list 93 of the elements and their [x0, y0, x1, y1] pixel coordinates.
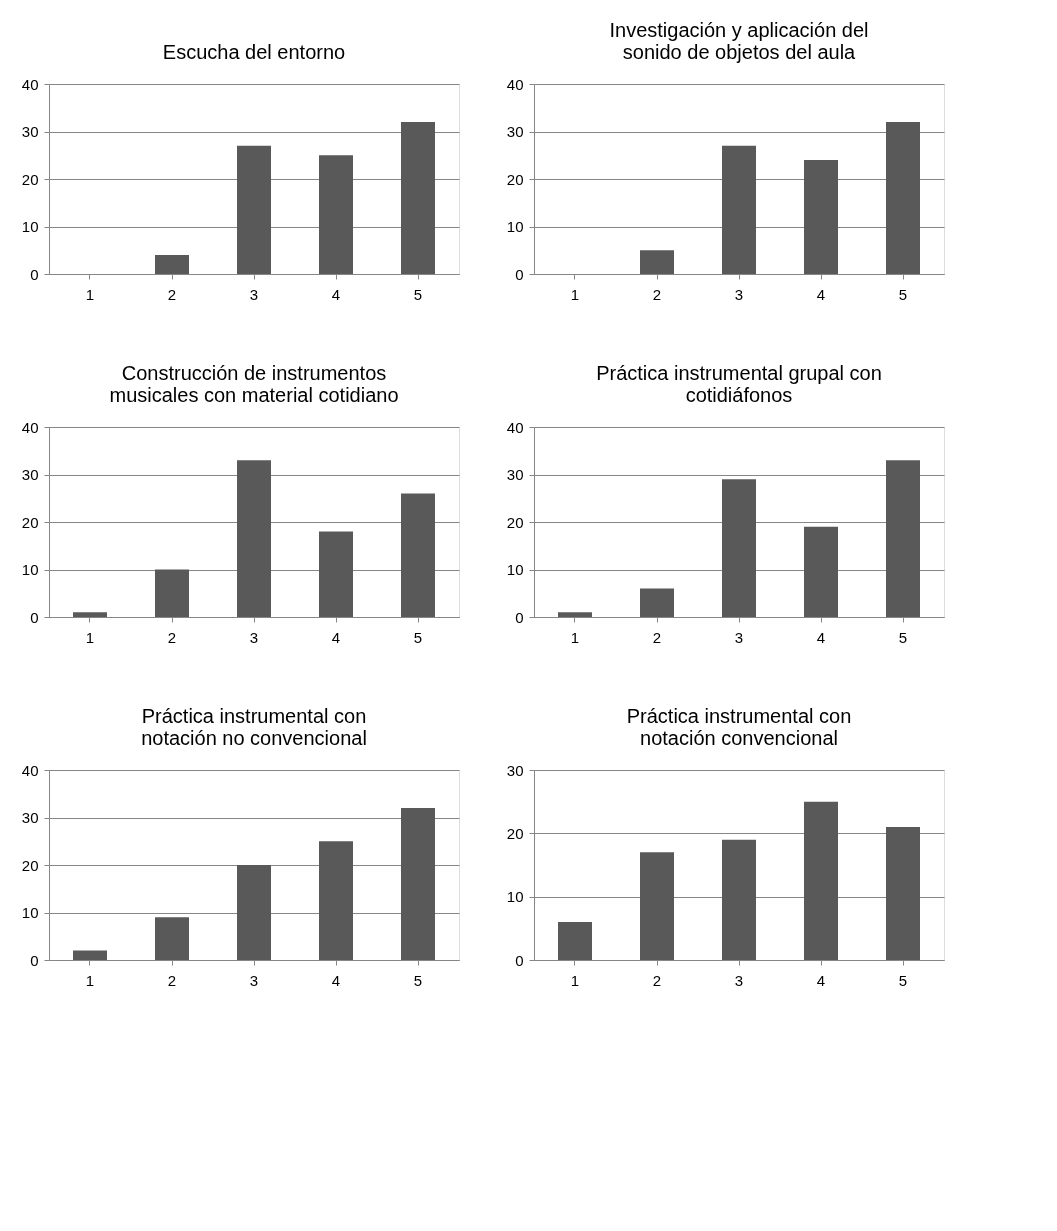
x-tick-label: 1 — [85, 971, 95, 989]
bar — [155, 255, 189, 274]
chart-title: Práctica instrumental con notación no convencional — [141, 705, 367, 749]
y-tick-label: 40 — [21, 761, 39, 779]
x-tick-label: 4 — [816, 628, 826, 646]
bar — [319, 841, 353, 960]
y-tick-label: 20 — [506, 170, 524, 188]
x-tick-label: 3 — [734, 628, 744, 646]
chart-title: Práctica instrumental grupal con cotidiáfonos — [596, 362, 882, 406]
y-tick-label: 20 — [21, 856, 39, 874]
y-tick-label: 30 — [506, 123, 524, 140]
bar — [155, 917, 189, 960]
x-tick-label: 4 — [331, 628, 341, 646]
x-tick-label: 5 — [898, 971, 908, 989]
x-tick-label: 3 — [734, 285, 744, 303]
y-tick-label: 30 — [506, 761, 524, 779]
bar — [804, 526, 838, 617]
x-tick-label: 3 — [734, 971, 744, 989]
x-tick-label: 4 — [816, 971, 826, 989]
x-tick-label: 3 — [249, 971, 259, 989]
x-tick-label: 2 — [652, 971, 662, 989]
bar — [804, 160, 838, 274]
chart-title: Escucha del entorno — [162, 41, 346, 63]
y-tick-label: 0 — [30, 265, 39, 283]
y-tick-label: 10 — [21, 218, 39, 235]
bar — [886, 827, 920, 960]
y-tick-label: 30 — [21, 466, 39, 483]
chart-title: Investigación y aplicación del sonido de objetos del aula — [609, 19, 869, 63]
bar — [319, 531, 353, 617]
x-tick-label: 3 — [249, 628, 259, 646]
y-tick-label: 30 — [21, 809, 39, 826]
x-tick-label: 5 — [413, 285, 423, 303]
x-tick-label: 1 — [570, 628, 580, 646]
bar — [722, 479, 756, 617]
bar — [73, 950, 107, 960]
bar — [401, 122, 435, 274]
bar — [401, 808, 435, 960]
x-tick-label: 1 — [85, 628, 95, 646]
y-tick-label: 10 — [21, 561, 39, 578]
x-tick-label: 4 — [816, 285, 826, 303]
chart-title: Construcción de instrumentos musicales con material cotidiano — [109, 362, 399, 406]
y-tick-label: 10 — [506, 561, 524, 578]
y-tick-label: 0 — [515, 265, 524, 283]
y-tick-label: 20 — [506, 513, 524, 531]
bar — [73, 612, 107, 617]
y-tick-label: 40 — [21, 418, 39, 436]
y-tick-label: 20 — [506, 824, 524, 842]
bar — [319, 155, 353, 274]
y-tick-label: 10 — [506, 218, 524, 235]
x-tick-label: 4 — [331, 971, 341, 989]
bar — [804, 801, 838, 960]
y-tick-label: 0 — [30, 608, 39, 626]
y-tick-label: 10 — [506, 888, 524, 906]
x-tick-label: 2 — [652, 285, 662, 303]
x-tick-label: 4 — [331, 285, 341, 303]
bar — [155, 569, 189, 617]
y-tick-label: 0 — [515, 608, 524, 626]
bar — [640, 588, 674, 617]
x-tick-label: 1 — [85, 285, 95, 303]
x-tick-label: 2 — [167, 971, 177, 989]
bar — [640, 852, 674, 960]
bar — [722, 145, 756, 274]
x-tick-label: 5 — [898, 628, 908, 646]
y-tick-label: 0 — [515, 951, 524, 969]
x-tick-label: 2 — [652, 628, 662, 646]
y-tick-label: 30 — [506, 466, 524, 483]
x-tick-label: 1 — [570, 971, 580, 989]
x-tick-label: 3 — [249, 285, 259, 303]
x-tick-label: 2 — [167, 285, 177, 303]
bar — [722, 839, 756, 960]
y-tick-label: 0 — [30, 951, 39, 969]
y-tick-label: 40 — [506, 75, 524, 93]
x-tick-label: 2 — [167, 628, 177, 646]
bar — [558, 922, 592, 960]
bar — [237, 460, 271, 617]
x-tick-label: 5 — [413, 971, 423, 989]
y-tick-label: 20 — [21, 170, 39, 188]
x-tick-label: 5 — [898, 285, 908, 303]
chart-title: Práctica instrumental con notación convencional — [626, 705, 852, 749]
bar — [558, 612, 592, 617]
x-tick-label: 1 — [570, 285, 580, 303]
y-tick-label: 40 — [506, 418, 524, 436]
bar — [401, 493, 435, 617]
y-tick-label: 20 — [21, 513, 39, 531]
y-tick-label: 10 — [21, 904, 39, 921]
bar — [886, 122, 920, 274]
x-tick-label: 5 — [413, 628, 423, 646]
bar — [640, 250, 674, 274]
y-tick-label: 30 — [21, 123, 39, 140]
bar — [886, 460, 920, 617]
bar — [237, 145, 271, 274]
y-tick-label: 40 — [21, 75, 39, 93]
bar — [237, 865, 271, 960]
